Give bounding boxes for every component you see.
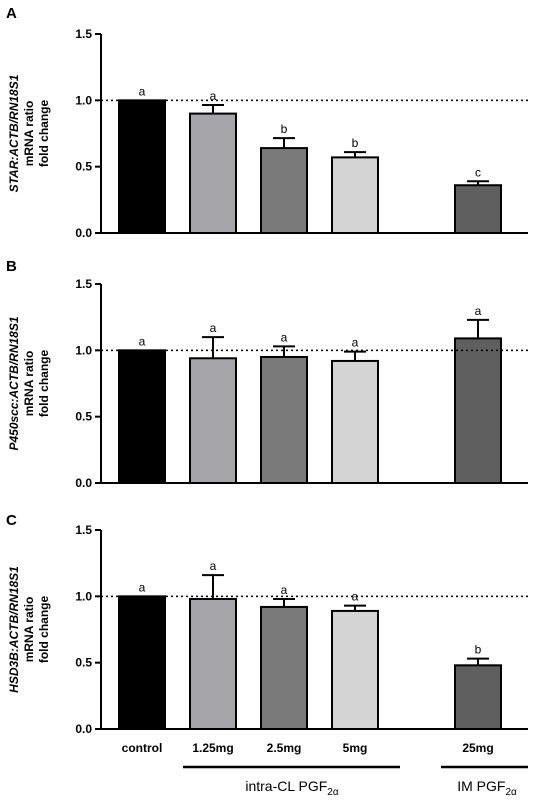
significance-letter: a: [352, 590, 359, 604]
bar: [331, 156, 379, 235]
x-tick-label: 25mg: [462, 741, 493, 755]
group-label-intra-cl-subscript: 2α: [327, 787, 339, 798]
significance-letter: c: [475, 165, 481, 179]
y-tick-label: 1.0: [75, 93, 92, 107]
y-tick-label: 0.5: [75, 656, 92, 670]
bar: [331, 609, 379, 731]
y-tick-label: 0.0: [75, 476, 92, 490]
bar: [260, 355, 308, 485]
y-tick-label: 0.5: [75, 160, 92, 174]
group-label-intra-cl-main: intra-CL PGF: [245, 778, 327, 794]
y-tick-label: 1.0: [75, 343, 92, 357]
panel-b: B P450scc:ACTB/RN18S1mRNA ratiofold chang…: [6, 258, 528, 490]
group-label-intra-cl: intra-CL PGF2α: [245, 778, 339, 798]
bar: [118, 99, 166, 235]
significance-letter: a: [210, 321, 217, 335]
group-label-im-main: IM PGF: [457, 778, 505, 794]
y-tick-label: 1.5: [75, 27, 92, 41]
bar: [189, 597, 237, 731]
bar: [189, 112, 237, 234]
panel-label: B: [6, 258, 17, 275]
y-axis-label: STAR:ACTB/RN18S1mRNA ratiofold change: [7, 74, 51, 192]
significance-letter: a: [281, 330, 288, 344]
significance-letter: a: [281, 583, 288, 597]
significance-letter: a: [139, 84, 146, 98]
panel-label: A: [6, 5, 17, 22]
y-tick-label: 1.5: [75, 277, 92, 291]
panel-label: C: [6, 512, 17, 529]
significance-letter: b: [352, 136, 359, 150]
x-tick-label: 1.25mg: [192, 741, 233, 755]
panel-c: C HSD3B:ACTB/RN18S1mRNA ratiofold change 0…: [6, 512, 528, 736]
significance-letter: a: [139, 580, 146, 594]
significance-letter: a: [210, 89, 217, 103]
y-axis-label-line3: fold change: [37, 100, 51, 168]
bar: [260, 605, 308, 730]
significance-letter: a: [475, 304, 482, 318]
bar: [260, 147, 308, 235]
x-tick-label: 2.5mg: [267, 741, 302, 755]
significance-letter: a: [210, 559, 217, 573]
y-axis-label: HSD3B:ACTB/RN18S1mRNA ratiofold change: [7, 566, 51, 693]
y-axis-label-line3: fold change: [37, 350, 51, 418]
bar: [454, 337, 502, 485]
y-tick-label: 1.5: [75, 523, 92, 537]
y-tick-label: 1.0: [75, 589, 92, 603]
y-tick-label: 0.0: [75, 722, 92, 736]
x-tick-label: control: [122, 741, 163, 755]
significance-letter: b: [475, 643, 482, 657]
y-axis-label-line2: mRNA ratio: [22, 351, 36, 417]
bar: [118, 595, 166, 730]
y-tick-label: 0.0: [75, 226, 92, 240]
significance-letter: a: [352, 336, 359, 350]
y-axis-label-line2: mRNA ratio: [22, 597, 36, 663]
significance-letter: a: [139, 334, 146, 348]
bar: [189, 357, 237, 484]
y-axis-label-gene: STAR:ACTB/RN18S1: [7, 74, 21, 192]
x-tick-label: 5mg: [343, 741, 368, 755]
bar: [454, 184, 502, 235]
bar: [331, 359, 379, 484]
y-axis-label-gene: P450scc:ACTB/RN18S1: [7, 316, 21, 450]
y-axis-label-line3: fold change: [37, 596, 51, 664]
y-tick-label: 0.5: [75, 410, 92, 424]
bar: [118, 349, 166, 485]
y-axis-label: P450scc:ACTB/RN18S1mRNA ratiofold change: [7, 316, 51, 450]
y-axis-label-gene: HSD3B:ACTB/RN18S1: [7, 566, 21, 693]
significance-letter: b: [281, 122, 288, 136]
panel-a: A STAR:ACTB/RN18S1mRNA ratiofold change 0.…: [6, 5, 528, 240]
y-axis-label-line2: mRNA ratio: [22, 101, 36, 167]
group-label-im: IM PGF2α: [457, 778, 517, 798]
group-label-im-subscript: 2α: [505, 787, 517, 798]
bar: [454, 664, 502, 731]
